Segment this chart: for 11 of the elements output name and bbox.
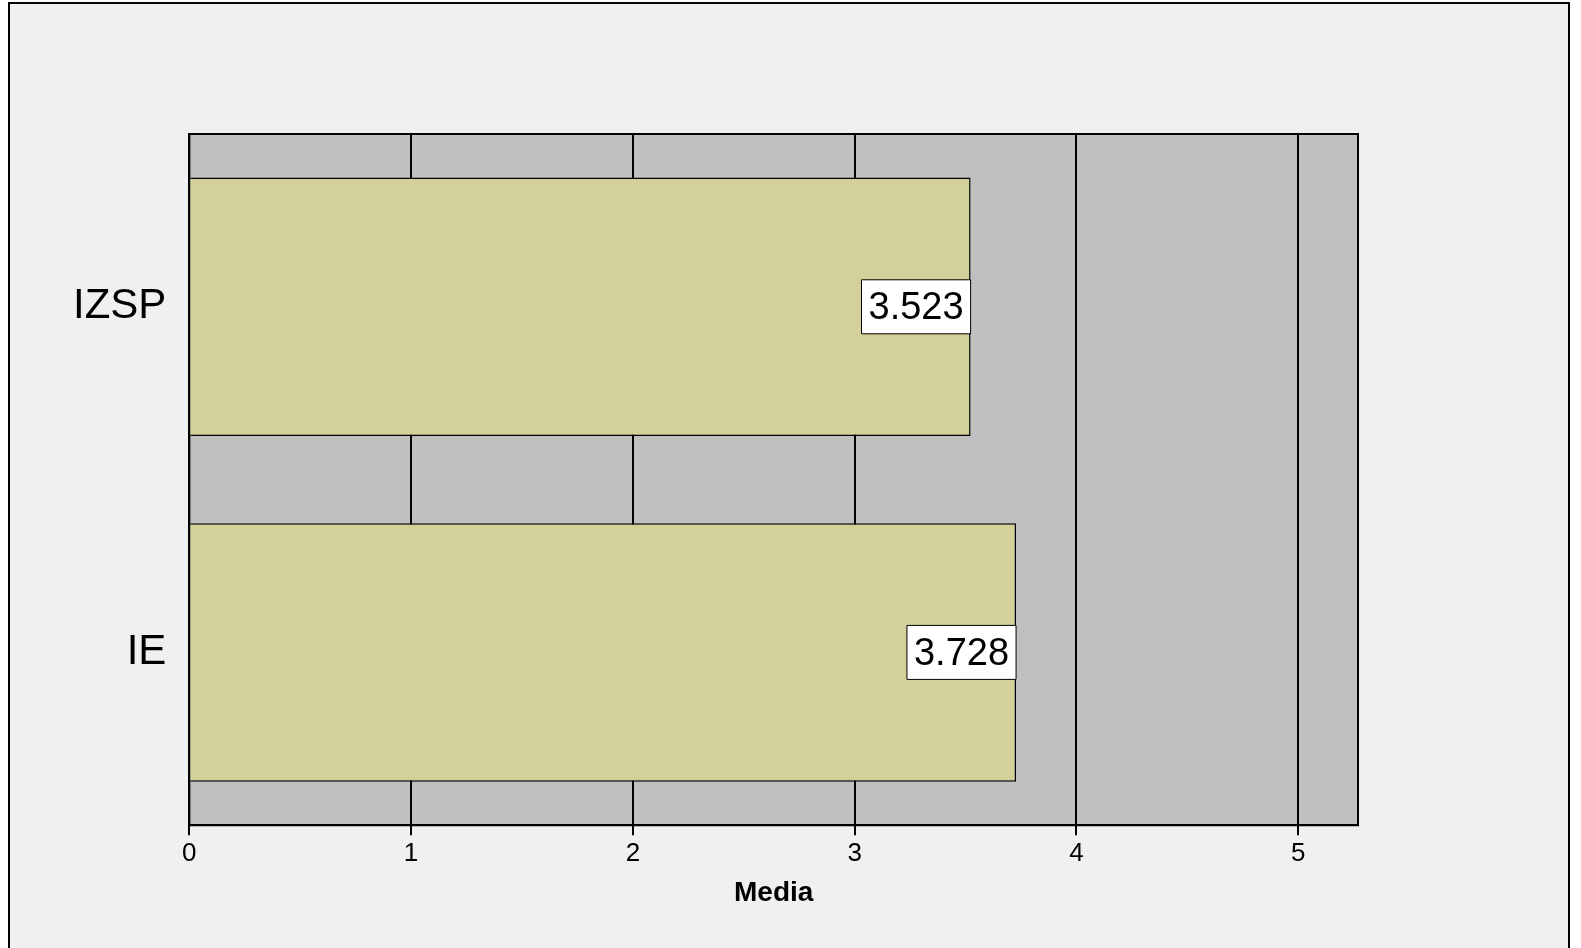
x-tick-label: 2 — [625, 836, 641, 867]
x-tick-label: 0 — [182, 836, 197, 867]
y-tick-label: IZSP — [72, 280, 167, 328]
data-label: 3.523 — [868, 285, 964, 328]
x-tick-label: 5 — [1290, 836, 1306, 867]
x-axis-title: Media — [734, 875, 814, 907]
x-tick-label: 4 — [1069, 836, 1084, 867]
x-tick-label: 1 — [403, 836, 419, 867]
x-tick-label: 3 — [847, 836, 862, 867]
data-label: 3.728 — [913, 630, 1010, 673]
y-tick-label: IE — [126, 625, 167, 673]
